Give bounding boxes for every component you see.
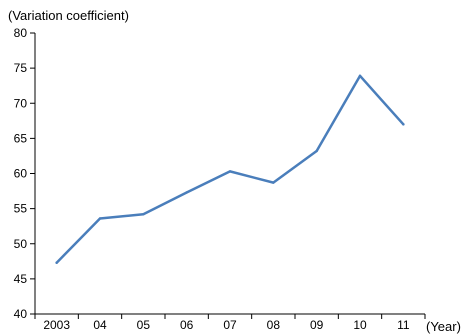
y-tick-label: 40	[14, 307, 28, 321]
y-tick-label: 55	[14, 202, 28, 216]
data-point	[315, 149, 318, 153]
data-point	[98, 217, 102, 220]
x-tick-label: 10	[353, 318, 367, 332]
x-tick-label: 08	[267, 318, 281, 332]
data-point	[55, 261, 58, 264]
y-tick-label: 75	[14, 61, 28, 75]
x-tick-label: 05	[137, 318, 151, 332]
y-tick-label: 80	[14, 26, 28, 40]
data-point	[142, 213, 145, 216]
x-axis-label: (Year)	[426, 319, 461, 334]
y-tick-label: 50	[14, 237, 28, 251]
data-point	[402, 123, 405, 126]
y-axis-ticks: 40 45 50 55 60 65 70 75 80	[14, 26, 35, 321]
y-tick-label: 45	[14, 272, 28, 286]
y-axis-label: (Variation coefficient)	[8, 8, 129, 23]
data-point	[185, 191, 188, 194]
y-tick-label: 65	[14, 131, 28, 145]
x-tick-label: 04	[93, 318, 107, 332]
x-axis-ticks: 2003 04 05 06 07 08 09 10 11	[34, 314, 426, 332]
data-point	[228, 170, 232, 173]
x-tick-label: 06	[180, 318, 194, 332]
x-tick-label: 2003	[43, 318, 70, 332]
series-layer	[55, 74, 405, 264]
data-point	[272, 181, 275, 184]
x-tick-label: 11	[397, 318, 410, 332]
y-tick-label: 60	[14, 167, 28, 181]
series-line	[55, 74, 405, 264]
x-tick-label: 07	[223, 318, 237, 332]
x-tick-label: 09	[310, 318, 324, 332]
y-tick-label: 70	[14, 96, 28, 110]
data-point	[358, 74, 362, 78]
